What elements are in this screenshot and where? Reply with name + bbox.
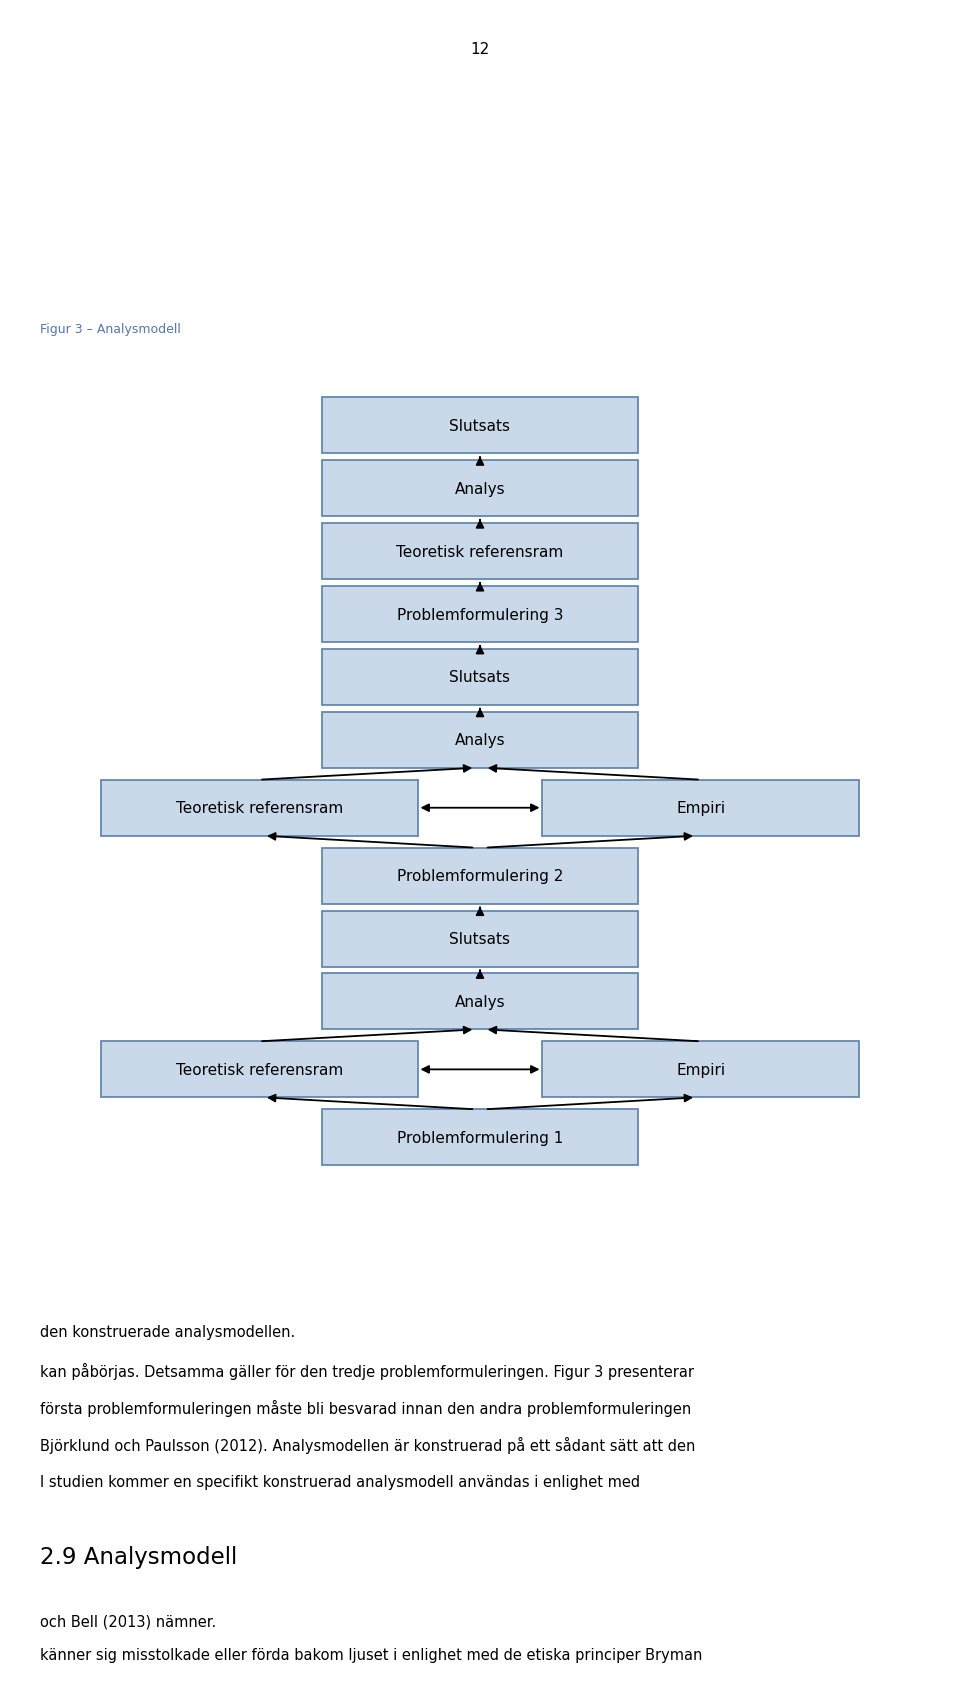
Text: Empiri: Empiri [676,801,726,815]
Text: Slutsats: Slutsats [449,932,511,946]
Text: Figur 3 – Analysmodell: Figur 3 – Analysmodell [40,323,181,336]
FancyBboxPatch shape [322,849,638,905]
FancyBboxPatch shape [322,586,638,642]
Text: kan påbörjas. Detsamma gäller för den tredje problemformuleringen. Figur 3 prese: kan påbörjas. Detsamma gäller för den tr… [40,1362,694,1379]
FancyBboxPatch shape [542,1041,859,1099]
Text: och Bell (2013) nämner.: och Bell (2013) nämner. [40,1613,217,1628]
Text: Björklund och Paulsson (2012). Analysmodellen är konstruerad på ett sådant sätt : Björklund och Paulsson (2012). Analysmod… [40,1437,696,1453]
Text: Analys: Analys [455,734,505,747]
FancyBboxPatch shape [322,649,638,706]
Text: Teoretisk referensram: Teoretisk referensram [396,545,564,559]
Text: 12: 12 [470,42,490,58]
Text: Teoretisk referensram: Teoretisk referensram [176,1063,343,1077]
FancyBboxPatch shape [322,1110,638,1165]
Text: Problemformulering 3: Problemformulering 3 [396,608,564,621]
Text: Slutsats: Slutsats [449,671,511,684]
Text: Analys: Analys [455,482,505,496]
FancyBboxPatch shape [322,397,638,453]
Text: den konstruerade analysmodellen.: den konstruerade analysmodellen. [40,1324,296,1340]
FancyBboxPatch shape [322,975,638,1029]
Text: Empiri: Empiri [676,1063,726,1077]
Text: Analys: Analys [455,995,505,1009]
Text: Slutsats: Slutsats [449,419,511,433]
Text: I studien kommer en specifikt konstruerad analysmodell användas i enlighet med: I studien kommer en specifikt konstruera… [40,1474,640,1489]
FancyBboxPatch shape [322,910,638,968]
Text: Problemformulering 2: Problemformulering 2 [396,869,564,883]
Text: Problemformulering 1: Problemformulering 1 [396,1131,564,1144]
Text: första problemformuleringen måste bli besvarad innan den andra problemformulerin: första problemformuleringen måste bli be… [40,1399,691,1416]
FancyBboxPatch shape [101,1041,418,1099]
FancyBboxPatch shape [322,713,638,767]
FancyBboxPatch shape [322,460,638,516]
FancyBboxPatch shape [101,779,418,835]
Text: Teoretisk referensram: Teoretisk referensram [176,801,343,815]
Text: känner sig misstolkade eller förda bakom ljuset i enlighet med de etiska princip: känner sig misstolkade eller förda bakom… [40,1647,703,1662]
FancyBboxPatch shape [322,523,638,579]
Text: 2.9 Analysmodell: 2.9 Analysmodell [40,1545,237,1569]
FancyBboxPatch shape [542,779,859,835]
